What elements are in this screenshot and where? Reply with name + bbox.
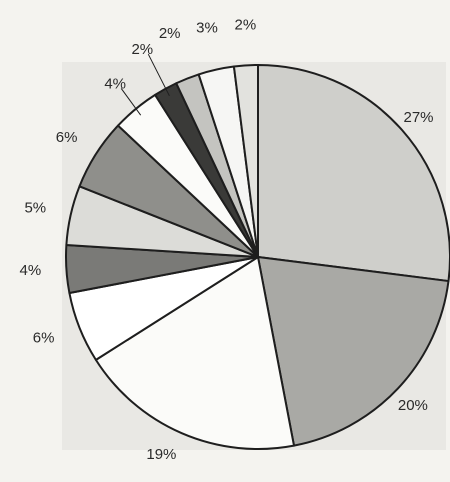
slice-label: 20%: [398, 397, 428, 414]
slice-label: 3%: [196, 20, 218, 37]
slice-label: 4%: [20, 262, 42, 279]
slice-label: 5%: [24, 200, 46, 217]
pie-slice: [257, 256, 450, 447]
slice-label: 6%: [56, 129, 78, 146]
slices-group: [65, 63, 450, 450]
slice-label: 2%: [235, 16, 257, 33]
slice-label: 4%: [104, 75, 126, 92]
pie-slice: [94, 256, 295, 450]
slice-label: 2%: [131, 41, 153, 58]
slice-label: 27%: [403, 109, 433, 126]
leader-line: [147, 53, 170, 97]
slice-label: 6%: [33, 330, 55, 347]
slice-label: 19%: [146, 446, 176, 463]
pie-slice: [257, 64, 450, 283]
leader-lines-group: [120, 53, 170, 116]
labels-group: 27% 20% 19% 6% 4% 5% 6% 4% 2% 2% 3% 2%: [20, 16, 434, 463]
leader-line: [120, 88, 142, 116]
pie-slice: [232, 63, 259, 258]
slice-label: 2%: [159, 25, 181, 42]
